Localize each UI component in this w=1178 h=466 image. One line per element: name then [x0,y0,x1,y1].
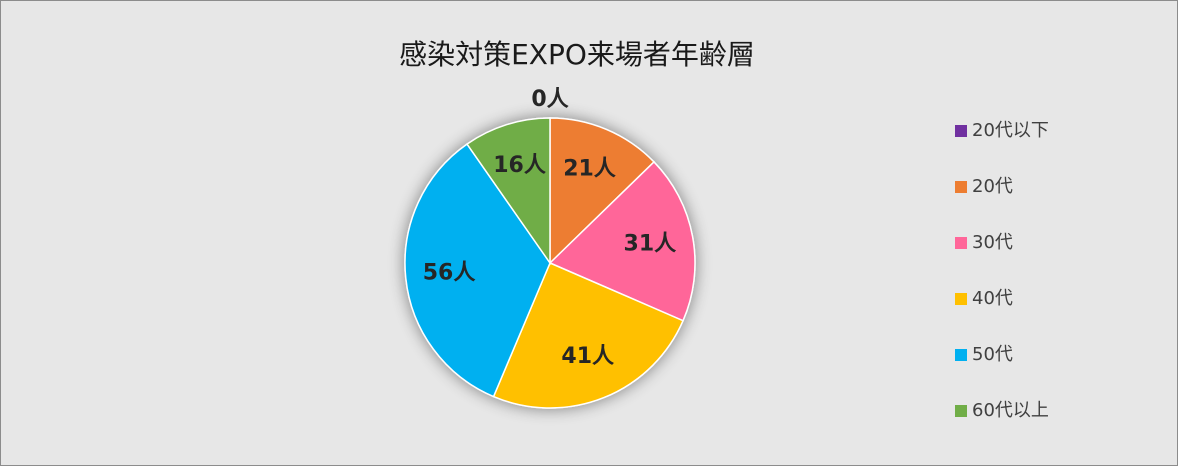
data-label: 0人 [531,87,568,112]
pie-slice [492,262,685,409]
legend-swatch [955,349,967,361]
legend-swatch [955,237,967,249]
data-label: 21人 [563,157,616,182]
pie-slice [548,160,696,322]
pie [404,117,696,409]
chart-title: 感染対策EXPO来場者年齢層 [399,38,755,71]
legend-swatch [955,293,967,305]
legend-label: 20代 [972,176,1013,197]
data-label: 16人 [493,153,546,178]
pie-slice [549,117,656,265]
data-label: 41人 [561,344,614,369]
legend-swatch [955,181,967,193]
legend-swatch [955,125,967,137]
legend-label: 20代以下 [972,120,1049,141]
pie-slice [404,143,551,398]
data-label: 56人 [423,261,476,286]
legend-label: 60代以上 [972,400,1049,421]
legend-swatch [955,405,967,417]
pie-slice [465,117,551,266]
legend-label: 50代 [972,344,1013,365]
legend-label: 30代 [972,232,1013,253]
legend-label: 40代 [972,288,1013,309]
data-label: 31人 [624,232,677,257]
